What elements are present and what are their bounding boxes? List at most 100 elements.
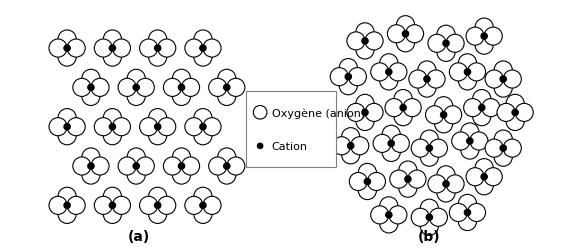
Circle shape [118, 157, 136, 175]
Circle shape [358, 164, 376, 182]
Circle shape [427, 71, 445, 89]
Circle shape [362, 110, 368, 116]
Circle shape [218, 70, 236, 88]
Circle shape [227, 157, 245, 175]
Circle shape [185, 197, 203, 214]
Circle shape [194, 31, 212, 49]
Circle shape [420, 148, 438, 167]
Circle shape [258, 144, 263, 149]
Circle shape [380, 73, 398, 91]
Circle shape [347, 104, 365, 122]
Circle shape [371, 206, 389, 224]
Circle shape [409, 71, 427, 89]
Circle shape [348, 143, 354, 149]
Text: (b): (b) [418, 230, 441, 243]
Circle shape [515, 104, 533, 122]
Circle shape [485, 140, 503, 158]
Circle shape [149, 31, 167, 49]
Circle shape [58, 109, 76, 127]
Circle shape [203, 40, 221, 58]
Circle shape [389, 64, 407, 82]
Circle shape [356, 95, 374, 113]
Circle shape [95, 118, 112, 136]
Circle shape [411, 140, 429, 158]
Circle shape [88, 85, 94, 91]
Circle shape [485, 71, 503, 89]
Circle shape [464, 70, 471, 76]
Circle shape [330, 68, 348, 86]
Circle shape [49, 40, 67, 58]
Circle shape [82, 70, 100, 88]
Circle shape [406, 26, 424, 44]
Circle shape [49, 118, 67, 136]
Circle shape [512, 110, 518, 116]
Circle shape [458, 213, 477, 231]
Circle shape [464, 210, 471, 216]
Circle shape [473, 108, 491, 126]
Text: Oxygène (anion): Oxygène (anion) [272, 108, 365, 118]
Circle shape [103, 206, 122, 224]
Circle shape [158, 197, 176, 214]
Circle shape [127, 88, 145, 106]
Circle shape [73, 157, 91, 175]
Circle shape [342, 146, 360, 164]
Circle shape [154, 202, 161, 209]
Circle shape [58, 127, 76, 145]
Circle shape [444, 106, 462, 124]
Circle shape [109, 124, 116, 130]
Circle shape [224, 163, 230, 169]
Circle shape [173, 88, 191, 106]
Circle shape [399, 161, 417, 179]
Circle shape [149, 109, 167, 127]
Circle shape [112, 118, 130, 136]
Circle shape [424, 77, 430, 83]
Circle shape [418, 80, 436, 98]
Circle shape [380, 54, 398, 73]
Circle shape [200, 124, 206, 130]
Circle shape [103, 49, 122, 67]
Circle shape [88, 163, 94, 169]
Circle shape [136, 157, 154, 175]
Circle shape [437, 26, 455, 44]
Circle shape [127, 166, 145, 184]
Circle shape [478, 105, 485, 111]
Circle shape [349, 173, 367, 191]
Circle shape [67, 118, 85, 136]
Circle shape [500, 77, 507, 83]
Circle shape [58, 31, 76, 49]
Circle shape [400, 105, 406, 111]
Circle shape [437, 44, 455, 62]
Circle shape [218, 166, 236, 184]
Circle shape [386, 70, 392, 76]
Circle shape [178, 85, 184, 91]
Circle shape [391, 135, 409, 153]
Circle shape [112, 197, 130, 214]
Circle shape [185, 40, 203, 58]
Circle shape [389, 206, 407, 224]
Circle shape [140, 197, 158, 214]
Circle shape [218, 88, 236, 106]
Circle shape [103, 127, 122, 145]
Circle shape [481, 174, 487, 180]
Circle shape [506, 113, 524, 131]
Circle shape [173, 166, 191, 184]
Circle shape [194, 206, 212, 224]
Circle shape [339, 59, 357, 77]
Circle shape [467, 204, 485, 222]
Circle shape [408, 170, 426, 188]
Circle shape [109, 202, 116, 209]
Circle shape [109, 46, 116, 52]
Circle shape [127, 148, 145, 166]
Circle shape [464, 99, 482, 117]
Circle shape [149, 187, 167, 206]
Circle shape [339, 77, 357, 95]
Circle shape [356, 113, 374, 131]
Circle shape [154, 124, 161, 130]
Circle shape [181, 79, 200, 97]
Circle shape [350, 137, 369, 155]
Circle shape [140, 118, 158, 136]
Circle shape [394, 90, 412, 108]
Circle shape [470, 132, 488, 150]
Circle shape [64, 202, 70, 209]
Circle shape [58, 187, 76, 206]
